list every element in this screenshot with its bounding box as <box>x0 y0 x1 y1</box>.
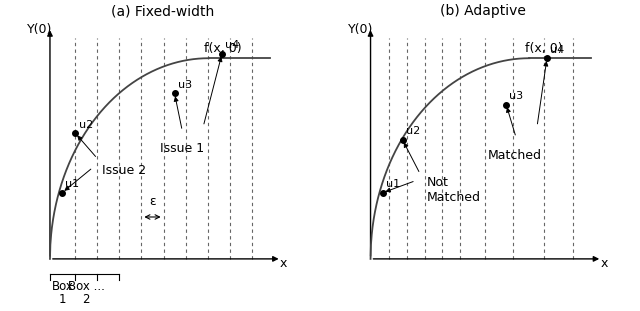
Text: u3: u3 <box>509 91 524 101</box>
Text: Box ...: Box ... <box>68 280 105 293</box>
Title: (b) Adaptive: (b) Adaptive <box>440 4 526 18</box>
Text: Matched: Matched <box>488 149 542 162</box>
Title: (a) Fixed-width: (a) Fixed-width <box>111 4 214 18</box>
Text: u3: u3 <box>178 80 192 90</box>
Text: 2: 2 <box>83 293 90 306</box>
Text: u2: u2 <box>79 120 93 130</box>
Text: Box: Box <box>52 280 74 293</box>
Text: x: x <box>600 257 608 270</box>
Text: x: x <box>280 257 287 270</box>
Text: Issue 2: Issue 2 <box>102 164 146 177</box>
Text: u4: u4 <box>225 40 239 50</box>
Text: Y(0): Y(0) <box>348 23 373 36</box>
Text: Not
Matched: Not Matched <box>427 176 481 204</box>
Text: f(x, 0): f(x, 0) <box>204 42 242 55</box>
Text: u1: u1 <box>386 179 400 189</box>
Text: Issue 1: Issue 1 <box>160 142 204 155</box>
Text: u4: u4 <box>550 45 564 55</box>
Text: Y(0): Y(0) <box>28 23 52 36</box>
Text: u2: u2 <box>406 127 420 137</box>
Text: f(x, 0): f(x, 0) <box>525 42 563 55</box>
Text: u1: u1 <box>65 179 79 189</box>
Text: 1: 1 <box>59 293 67 306</box>
Text: ε: ε <box>149 195 156 208</box>
